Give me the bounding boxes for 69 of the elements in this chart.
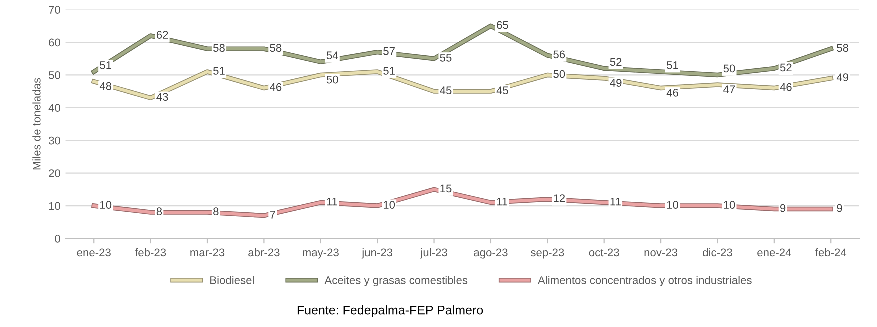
- data-label: 51: [100, 62, 112, 70]
- x-tick-label: feb-24: [816, 248, 847, 257]
- data-label: 9: [837, 204, 842, 212]
- x-tick-label: mar-23: [190, 248, 225, 257]
- data-label: 55: [440, 54, 452, 62]
- data-label: 51: [667, 62, 678, 70]
- x-tick-label: abr-23: [248, 248, 280, 257]
- x-tick-label: may-23: [303, 248, 339, 259]
- data-label: 50: [326, 76, 338, 84]
- source-note: Fuente: Fedepalma-FEP Palmero: [298, 306, 484, 318]
- data-label: 52: [610, 58, 622, 66]
- data-label: 54: [326, 52, 338, 60]
- y-tick-label: 30: [48, 136, 60, 145]
- data-label: 52: [780, 64, 792, 72]
- data-label: 46: [780, 83, 792, 92]
- y-tick-label: 70: [49, 6, 60, 14]
- data-label: 62: [156, 31, 168, 39]
- y-tick-label: 50: [49, 71, 60, 80]
- data-label: 56: [554, 50, 566, 59]
- data-label: 15: [440, 184, 452, 193]
- y-axis-title: Miles de toneladas: [32, 78, 41, 170]
- data-label: 50: [554, 70, 566, 78]
- x-tick-label: feb-23: [135, 248, 166, 257]
- data-label: 9: [780, 204, 786, 212]
- data-label: 48: [100, 82, 112, 90]
- legend-label: Aceites y grasas comestibles: [324, 276, 468, 287]
- data-label: 58: [270, 44, 282, 52]
- data-label: 46: [270, 83, 282, 92]
- y-tick-label: 0: [55, 234, 60, 243]
- data-label: 10: [100, 201, 112, 209]
- data-label: 46: [666, 88, 678, 97]
- data-label: 8: [156, 208, 162, 216]
- data-label: 7: [270, 211, 276, 219]
- data-label: 10: [724, 201, 736, 209]
- data-label: 11: [497, 198, 508, 206]
- data-label: 49: [836, 74, 848, 82]
- data-label: 45: [496, 86, 508, 95]
- data-label: 51: [384, 67, 395, 75]
- x-tick-label: oct-23: [589, 248, 620, 257]
- x-tick-label: sep-23: [530, 248, 564, 259]
- y-tick-label: 60: [49, 38, 60, 47]
- data-label: 51: [214, 67, 225, 75]
- data-label: 49: [610, 79, 622, 88]
- data-label: 58: [837, 44, 849, 52]
- data-label: 45: [440, 86, 452, 95]
- x-tick-label: ene-23: [77, 248, 111, 257]
- x-tick-label: jul-23: [420, 248, 448, 259]
- data-label: 12: [554, 194, 566, 202]
- legend-label: Alimentos concentrados y otros industriales: [538, 276, 752, 287]
- y-tick-label: 10: [49, 202, 60, 210]
- data-label: 11: [327, 198, 338, 206]
- legend-label: Biodiesel: [210, 276, 254, 284]
- y-tick-label: 40: [48, 104, 60, 112]
- data-label: 58: [214, 44, 225, 52]
- data-label: 65: [497, 21, 508, 30]
- data-label: 43: [156, 93, 168, 102]
- data-label: 10: [667, 201, 679, 209]
- data-label: 10: [384, 201, 396, 209]
- x-tick-label: dic-23: [703, 248, 732, 257]
- x-tick-label: jun-23: [362, 248, 393, 259]
- x-tick-label: ene-24: [758, 248, 792, 257]
- x-tick-label: ago-23: [474, 248, 508, 259]
- data-label: 8: [214, 208, 219, 216]
- data-label: 11: [610, 198, 621, 206]
- x-tick-label: nov-23: [644, 248, 678, 257]
- data-label: 50: [724, 64, 736, 73]
- y-tick-label: 20: [49, 170, 60, 178]
- data-label: 57: [384, 48, 395, 56]
- data-label: 47: [724, 86, 736, 94]
